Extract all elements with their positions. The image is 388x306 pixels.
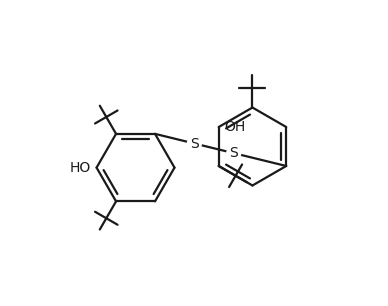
Text: S: S: [190, 136, 199, 151]
Circle shape: [187, 136, 201, 151]
Text: OH: OH: [224, 120, 246, 134]
Circle shape: [227, 146, 241, 160]
Text: S: S: [229, 146, 238, 160]
Text: HO: HO: [69, 161, 91, 175]
